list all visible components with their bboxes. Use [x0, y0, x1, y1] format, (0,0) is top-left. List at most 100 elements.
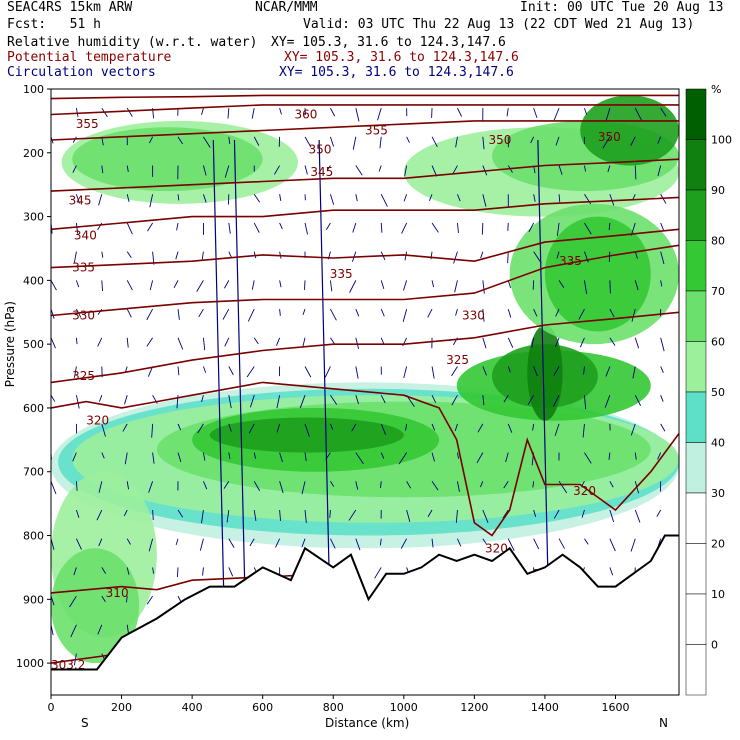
- vector-arrow: [507, 251, 509, 264]
- vector-arrow: [251, 280, 255, 290]
- vector-arrow: [479, 481, 484, 488]
- vector-arrow: [427, 509, 433, 517]
- vector-arrow: [101, 567, 107, 574]
- vector-arrow: [228, 136, 231, 144]
- vector-arrow: [533, 251, 542, 264]
- vector-arrow: [126, 165, 129, 173]
- vector-arrow: [505, 452, 509, 463]
- vector-arrow: [634, 394, 642, 406]
- terrain-mask: [51, 535, 679, 695]
- vector-arrow: [355, 194, 358, 202]
- vector-arrow: [380, 481, 382, 489]
- colorbar-swatch: [685, 644, 707, 696]
- vector-arrow: [558, 538, 565, 549]
- vector-arrow: [404, 251, 408, 261]
- vector-arrow: [75, 337, 78, 345]
- vector-arrow: [507, 308, 512, 318]
- vector-arrow: [431, 136, 438, 148]
- vector-arrow: [126, 624, 130, 635]
- vector-arrow: [202, 337, 206, 351]
- vector-arrow: [51, 567, 52, 569]
- theta-contour-label: 355: [365, 123, 388, 137]
- vector-arrow: [355, 395, 359, 405]
- vector-arrow: [352, 222, 357, 233]
- vector-arrow: [203, 136, 211, 148]
- vector-arrow: [98, 395, 103, 402]
- y-tick-label: 300: [23, 211, 44, 224]
- vector-arrow: [507, 337, 514, 348]
- x-end-label-left: S: [81, 716, 89, 730]
- vector-arrow: [634, 107, 642, 121]
- vector-arrow: [533, 366, 538, 377]
- theta-contour-label: 360: [294, 108, 317, 122]
- vector-arrow: [533, 308, 538, 317]
- vector-arrow: [75, 481, 78, 491]
- colorbar-swatch: [685, 492, 707, 544]
- vector-arrow: [379, 136, 382, 149]
- vector-arrow: [558, 280, 565, 288]
- y-tick-label: 200: [23, 147, 44, 160]
- vector-arrow: [528, 222, 535, 233]
- vector-arrow: [126, 194, 130, 202]
- vector-arrow: [75, 108, 79, 117]
- vector-arrow: [431, 538, 434, 548]
- theta-contour-325: [51, 311, 679, 384]
- vector-arrow: [126, 308, 132, 318]
- vector-arrow: [275, 538, 281, 548]
- vector-arrow: [126, 280, 133, 291]
- vector-arrow: [222, 308, 230, 320]
- vector-arrow: [657, 452, 662, 460]
- vector-arrow: [152, 509, 154, 521]
- vector-arrow: [502, 509, 509, 519]
- theta-contour-label: 345: [310, 165, 333, 179]
- vector-arrow: [584, 107, 588, 115]
- colorbar: 0 10 20 30 40 50 60 70 80 90 100%: [685, 83, 732, 696]
- vector-arrow: [477, 423, 484, 433]
- vector-arrow: [146, 308, 154, 321]
- vector-arrow: [584, 165, 587, 172]
- vector-arrow: [482, 136, 485, 150]
- vector-arrow: [227, 108, 230, 119]
- vector-arrow: [274, 165, 281, 175]
- vector-arrow: [531, 337, 535, 348]
- vector-arrow: [579, 337, 585, 348]
- vector-arrow: [374, 567, 382, 579]
- vector-arrow: [609, 337, 616, 346]
- vector-arrow: [75, 222, 79, 234]
- vector-arrow: [101, 595, 106, 602]
- vector-arrow: [75, 280, 80, 288]
- vector-arrow: [554, 337, 560, 348]
- vector-arrow: [148, 538, 154, 552]
- vector-arrow: [584, 280, 588, 295]
- vector-arrow: [634, 280, 639, 291]
- vector-arrow: [98, 538, 103, 547]
- vector-arrow: [73, 366, 77, 378]
- vector-arrow: [405, 423, 408, 431]
- vector-arrow: [379, 538, 382, 546]
- vector-arrow: [177, 366, 180, 376]
- vector-arrow: [507, 280, 512, 289]
- vector-arrow: [581, 509, 585, 518]
- plot-frame: [50, 88, 680, 696]
- vector-arrow: [451, 394, 458, 406]
- vector-arrow: [279, 280, 282, 288]
- vector-arrow: [51, 481, 57, 495]
- vector-arrow: [203, 481, 208, 490]
- vector-arrow: [532, 423, 535, 431]
- x-end-label-right: N: [659, 716, 668, 730]
- colorbar-label: 0: [711, 639, 718, 652]
- vector-arrow: [198, 308, 204, 318]
- vector-arrow: [583, 395, 587, 410]
- vector-arrow: [431, 423, 436, 431]
- vector-arrow: [253, 194, 261, 203]
- vector-arrow: [482, 194, 487, 207]
- vector-arrow: [51, 280, 57, 291]
- vector-arrow: [101, 423, 106, 437]
- vector-arrow: [177, 337, 184, 350]
- vector-arrow: [482, 509, 489, 523]
- vector-arrow: [152, 567, 155, 574]
- y-tick-label: 700: [23, 466, 44, 479]
- rh-region-15: [580, 95, 679, 166]
- vector-arrow: [482, 538, 488, 545]
